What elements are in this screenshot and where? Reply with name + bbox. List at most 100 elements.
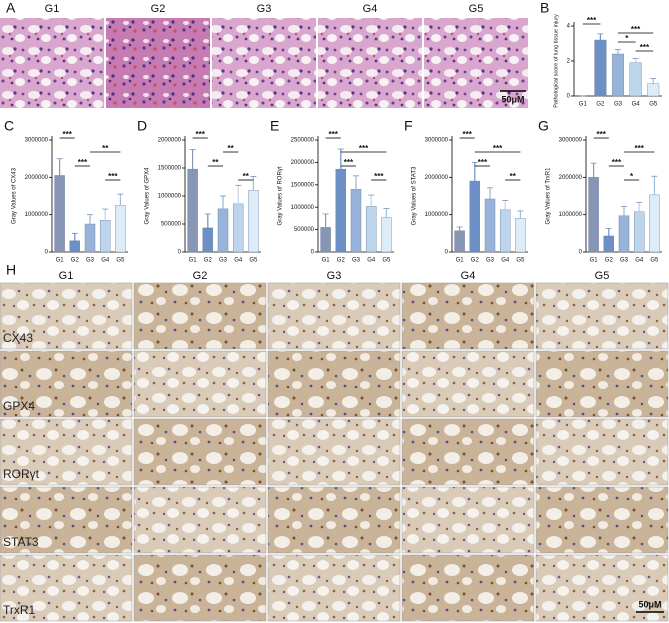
significance-label: ** (510, 172, 517, 181)
histology-image (401, 282, 535, 350)
panel-label: B (540, 0, 549, 16)
y-tick-label: 4 (567, 24, 571, 30)
y-tick-label: 2000000 (425, 175, 449, 181)
x-tick-label: G5 (650, 258, 659, 264)
bar (454, 230, 465, 253)
x-tick-label: G1 (189, 258, 198, 264)
y-tick-label: 0 (579, 250, 583, 256)
y-tick-label: 2000000 (25, 175, 49, 181)
y-tick-label: 1500000 (291, 182, 315, 188)
y-axis-title: Gray Values of TrxR1 (546, 167, 552, 225)
significance-label: *** (374, 172, 384, 181)
group-label: G3 (327, 270, 342, 282)
panel-label: H (6, 262, 16, 278)
bar (248, 190, 259, 253)
group-label: G1 (59, 270, 74, 282)
y-axis-title: Pathological score of lung tissue injury (553, 14, 559, 108)
bar (232, 203, 244, 253)
bar (484, 198, 496, 253)
significance-label: *** (597, 130, 607, 139)
histology-image (0, 486, 133, 554)
histology-image (106, 18, 210, 108)
x-tick-label: G3 (352, 258, 361, 264)
x-tick-label: G2 (596, 102, 605, 108)
significance-label: *** (587, 16, 597, 25)
bar (320, 227, 331, 253)
group-label: G1 (45, 3, 60, 15)
significance-label: *** (635, 144, 645, 153)
histology-image (0, 350, 133, 418)
histology-image (212, 18, 316, 108)
x-tick-label: G3 (219, 258, 228, 264)
histology-image (318, 18, 422, 108)
x-tick-label: G3 (86, 258, 95, 264)
histology-image (267, 554, 401, 622)
histology-image (424, 18, 528, 108)
row-label: RORγt (3, 467, 40, 481)
y-tick-label: 1000000 (25, 212, 49, 218)
histology-image (535, 554, 669, 622)
y-tick-label: 2000000 (291, 160, 315, 166)
x-tick-label: G5 (249, 258, 258, 264)
bar (99, 220, 111, 253)
row-label: STAT3 (3, 535, 39, 549)
histology-image (133, 486, 267, 554)
histology-image (0, 418, 133, 486)
y-tick-label: 1000000 (158, 194, 182, 200)
significance-label: ** (212, 158, 219, 167)
y-tick-label: 3000000 (425, 138, 449, 144)
x-tick-label: G1 (456, 258, 465, 264)
histology-image (133, 282, 267, 350)
histology-image (133, 350, 267, 418)
x-tick-label: G1 (56, 258, 65, 264)
histology-image (0, 554, 133, 622)
histology-image (401, 554, 535, 622)
histology-image (401, 486, 535, 554)
significance-label: *** (493, 144, 503, 153)
y-tick-label: 2000000 (158, 138, 182, 144)
bar (469, 180, 481, 253)
significance-label: *** (478, 158, 488, 167)
y-axis-title: Gray Values of STAT3 (412, 166, 418, 225)
histology-image (535, 418, 669, 486)
bar (603, 235, 615, 253)
histology-image (267, 418, 401, 486)
significance-label: *** (359, 144, 369, 153)
group-label: G4 (461, 270, 476, 282)
y-tick-label: 0 (178, 250, 182, 256)
histology-image (267, 486, 401, 554)
x-tick-label: G1 (579, 102, 588, 108)
bar (217, 208, 229, 253)
significance-label: * (630, 172, 634, 181)
histology-image (267, 282, 401, 350)
significance-label: *** (631, 25, 641, 34)
bar (202, 227, 214, 253)
histology-image (267, 350, 401, 418)
bar (588, 177, 599, 253)
group-label: G5 (595, 270, 610, 282)
bar (515, 218, 526, 253)
row-label: CX43 (3, 331, 33, 345)
scale-bar-label: 50μM (501, 94, 524, 104)
significance-label: *** (640, 43, 650, 52)
significance-label: *** (196, 130, 206, 139)
row-label: TrxR1 (3, 603, 36, 617)
group-label: G4 (363, 3, 378, 15)
y-tick-label: 500000 (294, 227, 315, 233)
y-tick-label: 3000000 (25, 138, 49, 144)
x-tick-label: G4 (367, 258, 376, 264)
bar (69, 240, 81, 253)
y-tick-label: 0 (45, 250, 49, 256)
group-label: G2 (193, 270, 208, 282)
x-tick-label: G4 (635, 258, 644, 264)
y-axis-title: Gray Values of GPX4 (145, 167, 151, 225)
y-axis-title: Gray Values of CX43 (12, 167, 18, 224)
bar (594, 39, 607, 97)
y-tick-label: 1000000 (559, 212, 583, 218)
x-tick-label: G4 (632, 102, 641, 108)
histology-image (535, 282, 669, 350)
significance-label: ** (243, 172, 250, 181)
y-tick-label: 0 (445, 250, 449, 256)
bar (365, 206, 377, 253)
